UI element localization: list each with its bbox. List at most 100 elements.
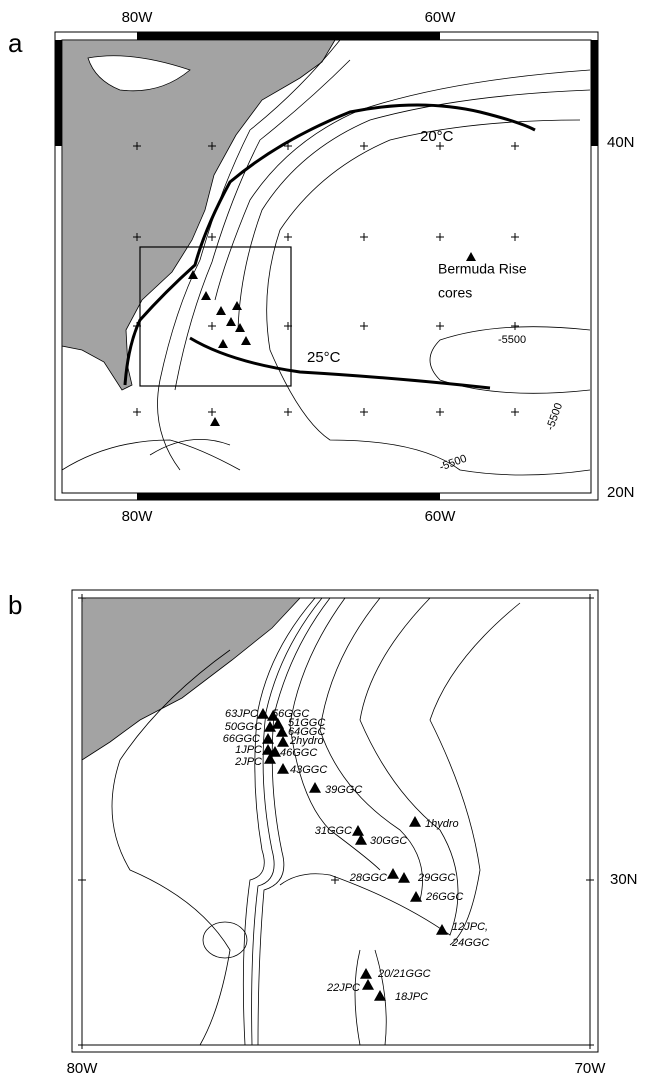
triangle <box>309 782 321 793</box>
triangle <box>272 718 284 729</box>
inland-water <box>87 55 191 92</box>
triangle <box>257 708 269 719</box>
triangle <box>218 339 228 348</box>
panel-letter: a <box>8 28 23 58</box>
plus <box>511 408 519 416</box>
land <box>61 39 336 391</box>
station-label: 20/21GGC <box>377 968 431 980</box>
lon-label: 60W <box>425 508 457 525</box>
plus <box>511 233 519 241</box>
lon-label: 80W <box>67 1060 99 1077</box>
triangle <box>241 336 251 345</box>
triangle <box>276 726 288 737</box>
station-label: 2JPC <box>234 756 262 768</box>
station-label: 1JPC <box>235 744 262 756</box>
station-label: 39GGC <box>325 784 362 796</box>
triangle <box>277 736 289 747</box>
station-label: 50GGC <box>225 721 262 733</box>
triangle <box>436 924 448 935</box>
triangle <box>277 763 289 774</box>
isotherm-25 <box>189 336 491 390</box>
station-label: 24GGC <box>451 937 489 949</box>
panel-letter: b <box>8 590 22 620</box>
plus <box>586 594 594 602</box>
triangle <box>188 270 198 279</box>
plus <box>284 142 292 150</box>
plus <box>436 408 444 416</box>
isobaths <box>111 597 521 1046</box>
station-label: 43GGC <box>290 764 327 776</box>
station-label: 18JPC <box>395 991 428 1003</box>
station-label: 46GGC <box>280 747 317 759</box>
station-label: 22JPC <box>326 982 360 994</box>
triangle <box>398 872 410 883</box>
station-label: 56GGC <box>272 708 309 720</box>
frame-tick-band <box>55 40 62 146</box>
plus <box>331 876 339 884</box>
isobaths <box>157 39 591 476</box>
plus <box>436 233 444 241</box>
triangle <box>235 323 245 332</box>
plus <box>360 233 368 241</box>
plus <box>133 233 141 241</box>
plus <box>133 408 141 416</box>
isotherm-label: 25°C <box>307 349 341 366</box>
triangle <box>387 868 399 879</box>
station-label: 63JPC <box>225 708 258 720</box>
frame-tick-band <box>137 32 440 40</box>
lon-label: 70W <box>575 1060 607 1077</box>
triangle <box>262 744 274 755</box>
triangle <box>232 301 242 310</box>
station-label: 26GGC <box>425 891 463 903</box>
plus <box>133 142 141 150</box>
triangle <box>374 990 386 1001</box>
plus <box>208 322 216 330</box>
triangle <box>362 979 374 990</box>
map-a: a 80W 60W 80W 60W 40N 20N 20°C 25°C Berm… <box>8 9 635 525</box>
triangle <box>409 816 421 827</box>
station-label: 12JPC, <box>452 921 488 933</box>
station-label: 30GGC <box>370 835 407 847</box>
lat-label: 40N <box>607 134 635 151</box>
plus <box>586 876 594 884</box>
lat-label: 30N <box>610 871 638 888</box>
plus <box>360 142 368 150</box>
triangle <box>262 733 274 744</box>
land <box>81 597 301 761</box>
site-label: Bermuda Rise <box>438 261 527 277</box>
grid-marks <box>78 594 594 1049</box>
plus <box>511 142 519 150</box>
isotherm-label: 20°C <box>420 128 454 145</box>
coastline <box>61 439 241 471</box>
triangle <box>466 252 476 261</box>
plus <box>208 408 216 416</box>
triangle <box>226 317 236 326</box>
station-label: 51GGC <box>288 717 325 729</box>
triangle <box>210 417 220 426</box>
triangle <box>355 834 367 845</box>
inset-box <box>139 246 292 387</box>
plus <box>360 322 368 330</box>
plus <box>586 1041 594 1049</box>
plus <box>360 408 368 416</box>
station-label: 64GGC <box>288 726 325 738</box>
plus <box>511 322 519 330</box>
lon-label: 80W <box>122 508 154 525</box>
triangle <box>201 291 211 300</box>
frame-tick-band <box>591 40 598 146</box>
station-label: 2hydro <box>289 735 324 747</box>
lat-label: 20N <box>607 484 635 501</box>
station-label: 29GGC <box>417 872 455 884</box>
station-label: 31GGC <box>315 825 352 837</box>
triangle <box>267 710 279 721</box>
triangle <box>410 891 422 902</box>
plus <box>284 408 292 416</box>
plus <box>284 233 292 241</box>
triangle <box>264 753 276 764</box>
plus <box>78 594 86 602</box>
plus <box>208 142 216 150</box>
site-label: cores <box>438 285 472 301</box>
lon-label: 80W <box>122 9 154 26</box>
